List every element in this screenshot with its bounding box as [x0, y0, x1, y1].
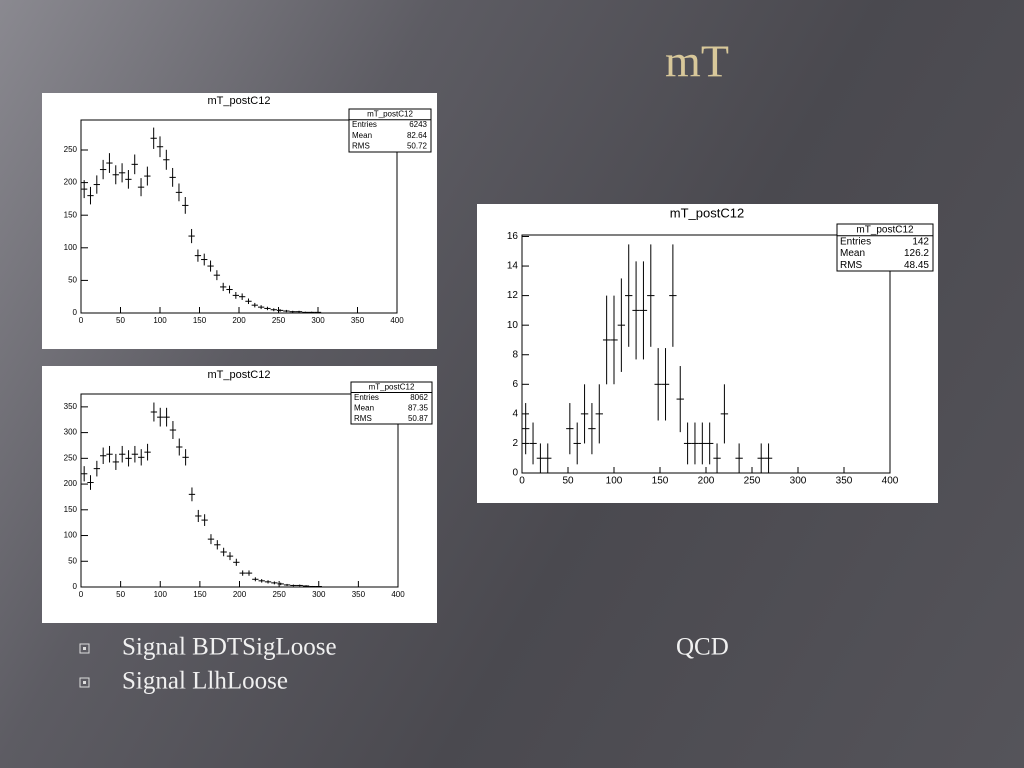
- y-tick-label: 250: [64, 145, 78, 154]
- y-tick-label: 4: [512, 409, 518, 420]
- stats-value: 126.2: [904, 248, 929, 259]
- bullet-text: Signal LlhLoose: [122, 668, 288, 695]
- x-tick-label: 350: [352, 590, 366, 599]
- x-tick-label: 300: [311, 316, 325, 325]
- x-tick-label: 100: [154, 590, 168, 599]
- caption: QCD: [676, 634, 729, 661]
- stats-box: [348, 108, 432, 153]
- stats-value: 142: [912, 236, 929, 247]
- y-tick-label: 50: [68, 276, 77, 285]
- x-tick-label: 250: [744, 476, 761, 487]
- x-tick-label: 400: [391, 590, 405, 599]
- bullet-icon: [83, 647, 86, 650]
- stats-label: RMS: [352, 142, 370, 151]
- stats-label: RMS: [354, 414, 372, 423]
- x-tick-label: 0: [519, 476, 525, 487]
- stats-label: Entries: [352, 120, 377, 129]
- y-tick-label: 350: [64, 402, 78, 411]
- chart-title: mT_postC12: [208, 369, 271, 381]
- y-tick-label: 0: [512, 468, 518, 479]
- x-tick-label: 350: [351, 316, 365, 325]
- y-tick-label: 2: [512, 438, 518, 449]
- x-tick-label: 50: [116, 590, 125, 599]
- stats-value: 8062: [410, 393, 428, 402]
- stats-title: mT_postC12: [856, 225, 914, 236]
- stats-label: Mean: [354, 403, 374, 412]
- chart-title: mT_postC12: [670, 205, 744, 220]
- x-tick-label: 100: [153, 316, 167, 325]
- y-tick-label: 100: [64, 531, 78, 540]
- y-tick-label: 200: [64, 178, 78, 187]
- y-tick-label: 150: [64, 505, 78, 514]
- stats-value: 6243: [409, 120, 427, 129]
- slide-title: mT: [665, 36, 729, 87]
- stats-value: 50.87: [408, 414, 429, 423]
- stats-label: Mean: [352, 131, 372, 140]
- x-tick-label: 250: [272, 316, 286, 325]
- x-tick-label: 0: [79, 590, 84, 599]
- stats-box: [350, 381, 433, 425]
- y-tick-label: 16: [507, 231, 519, 242]
- x-tick-label: 200: [698, 476, 715, 487]
- x-tick-label: 350: [836, 476, 853, 487]
- y-tick-label: 150: [64, 210, 78, 219]
- x-tick-label: 400: [390, 316, 404, 325]
- y-tick-label: 300: [64, 428, 78, 437]
- bullet-icon: [79, 677, 90, 688]
- x-tick-label: 50: [116, 316, 125, 325]
- bullet-icon: [79, 643, 90, 654]
- x-tick-label: 150: [193, 590, 207, 599]
- x-tick-label: 100: [606, 476, 623, 487]
- x-tick-label: 250: [272, 590, 286, 599]
- y-tick-label: 100: [64, 243, 78, 252]
- y-tick-label: 8: [512, 349, 518, 360]
- x-tick-label: 200: [233, 590, 247, 599]
- x-tick-label: 300: [790, 476, 807, 487]
- bullet-icon: [83, 681, 86, 684]
- stats-title: mT_postC12: [369, 382, 415, 391]
- stats-label: Entries: [840, 236, 871, 247]
- x-tick-label: 50: [562, 476, 574, 487]
- y-tick-label: 10: [507, 320, 519, 331]
- stats-value: 82.64: [407, 131, 428, 140]
- stats-value: 48.45: [904, 260, 929, 271]
- x-tick-label: 400: [882, 476, 899, 487]
- y-tick-label: 12: [507, 290, 519, 301]
- stats-value: 50.72: [407, 142, 428, 151]
- bullet-text: Signal BDTSigLoose: [122, 634, 337, 661]
- y-tick-label: 200: [64, 479, 78, 488]
- stats-box: [836, 223, 934, 272]
- stats-label: Entries: [354, 393, 379, 402]
- y-tick-label: 0: [73, 308, 78, 317]
- y-tick-label: 14: [507, 261, 519, 272]
- stats-label: Mean: [840, 248, 865, 259]
- stats-value: 87.35: [408, 403, 429, 412]
- x-tick-label: 200: [232, 316, 246, 325]
- chart-title: mT_postC12: [208, 95, 271, 107]
- y-tick-label: 250: [64, 453, 78, 462]
- stats-title: mT_postC12: [367, 109, 413, 118]
- x-tick-label: 300: [312, 590, 326, 599]
- y-tick-label: 6: [512, 379, 518, 390]
- x-tick-label: 0: [79, 316, 84, 325]
- stats-label: RMS: [840, 260, 863, 271]
- y-tick-label: 50: [68, 556, 77, 565]
- x-tick-label: 150: [193, 316, 207, 325]
- x-tick-label: 150: [652, 476, 669, 487]
- y-tick-label: 0: [73, 582, 78, 591]
